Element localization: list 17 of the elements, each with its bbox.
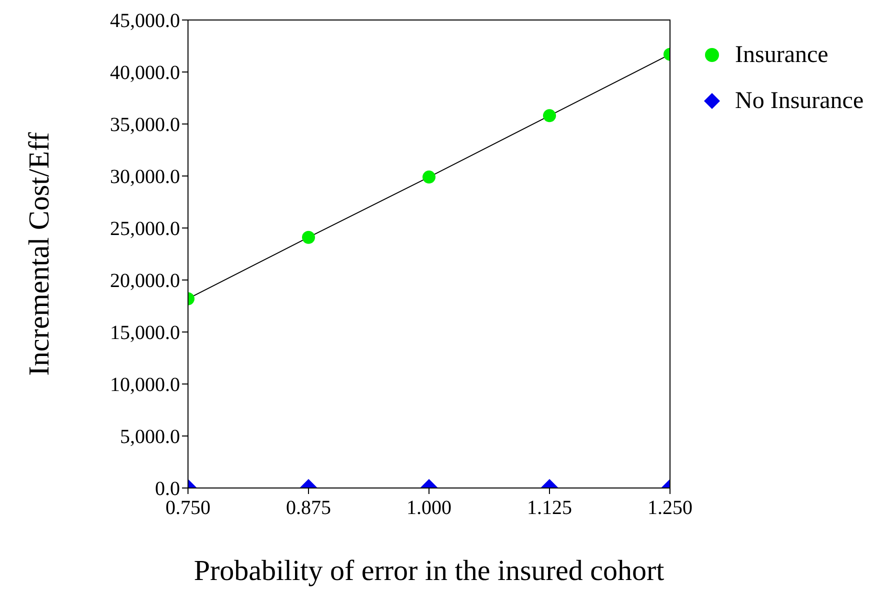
legend-label: Insurance xyxy=(735,42,828,68)
x-tick-label: 1.250 xyxy=(648,497,692,520)
y-tick-label: 10,000.0 xyxy=(110,374,180,396)
y-axis-title: Incremental Cost/Eff xyxy=(23,132,56,376)
y-tick-label: 20,000.0 xyxy=(110,270,180,292)
x-tick-label: 1.125 xyxy=(527,497,572,520)
x-axis-title: Probability of error in the insured cohort xyxy=(194,555,664,587)
x-tick-label: 1.000 xyxy=(406,497,452,520)
y-tick-label: 35,000.0 xyxy=(110,114,180,136)
y-tick-label: 15,000.0 xyxy=(110,322,180,344)
y-tick-label: 40,000.0 xyxy=(110,62,180,84)
x-tick-label: 0.875 xyxy=(286,497,331,520)
y-tick-label: 45,000.0 xyxy=(110,10,180,32)
y-tick-label: 30,000.0 xyxy=(110,166,180,188)
legend-label: No Insurance xyxy=(735,88,864,114)
y-tick-label: 5,000.0 xyxy=(120,426,180,448)
y-tick-label: 25,000.0 xyxy=(110,218,180,240)
